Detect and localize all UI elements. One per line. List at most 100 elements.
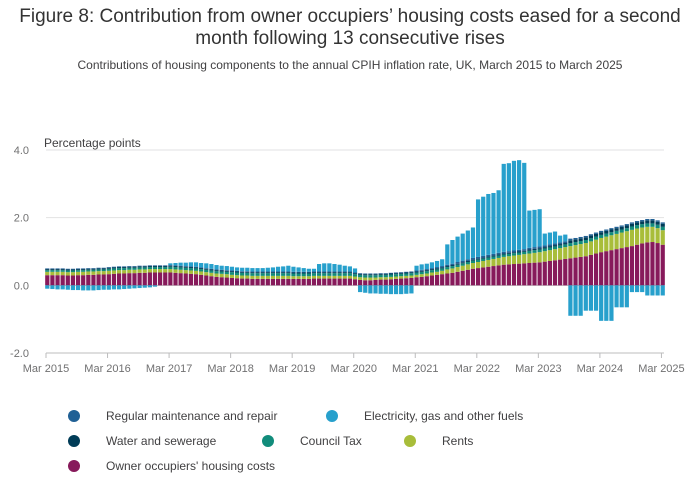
bar-segment — [168, 265, 173, 267]
legend-item[interactable]: Electricity, gas and other fuels — [326, 409, 523, 423]
x-tick-label: Mar 2018 — [207, 363, 253, 375]
bar-segment — [491, 258, 496, 267]
bar-segment — [624, 228, 629, 232]
bar-segment — [70, 285, 76, 291]
bar-segment — [96, 268, 101, 270]
bar-segment — [224, 274, 229, 278]
bar-segment — [347, 278, 352, 286]
bar-segment — [378, 285, 383, 294]
bar-segment — [81, 268, 86, 270]
bar-segment — [60, 268, 65, 270]
bar-segment — [358, 277, 363, 280]
bar-segment — [183, 262, 188, 267]
bar-segment — [593, 233, 599, 237]
bar-segment — [65, 269, 70, 271]
bar-segment — [655, 221, 660, 225]
bar-segment — [116, 267, 122, 269]
bar-segment — [96, 267, 101, 269]
bar-segment — [399, 272, 404, 274]
bar-segment — [481, 255, 486, 258]
bar-segment — [358, 274, 363, 278]
bar-segment — [650, 223, 655, 227]
bar-segment — [240, 278, 245, 286]
bar-segment — [496, 252, 501, 255]
bar-segment — [204, 275, 209, 286]
bar-segment — [199, 269, 204, 272]
bar-segment — [70, 268, 76, 270]
bar-segment — [583, 285, 588, 311]
bar-segment — [388, 285, 394, 295]
bar-segment — [573, 237, 578, 240]
bar-segment — [116, 270, 122, 274]
bar-segment — [537, 252, 542, 263]
bar-segment — [224, 270, 229, 271]
bar-segment — [481, 260, 486, 268]
bar-segment — [552, 245, 558, 247]
bar-segment — [275, 266, 281, 272]
bar-segment — [409, 273, 414, 276]
bar-segment — [147, 267, 152, 270]
bar-segment — [393, 278, 399, 286]
bar-segment — [460, 265, 465, 271]
bar-segment — [501, 163, 506, 252]
bar-segment — [301, 273, 306, 277]
bar-segment — [614, 233, 619, 250]
bar-segment — [152, 267, 158, 270]
legend-item[interactable]: Water and sewerage — [68, 434, 216, 448]
legend-item[interactable]: Owner occupiers' housing costs — [68, 459, 275, 473]
bar-segment — [301, 272, 306, 274]
bar-segment — [470, 257, 476, 260]
bar-segment — [152, 285, 158, 287]
bar-segment — [558, 244, 563, 246]
bar-segment — [342, 272, 347, 274]
bar-segment — [137, 265, 142, 267]
bar-segment — [373, 275, 378, 278]
bar-segment — [178, 273, 183, 286]
bar-segment — [270, 278, 276, 286]
bar-segment — [378, 277, 383, 280]
bar-segment — [204, 263, 209, 269]
bar-segment — [265, 278, 270, 286]
bar-segment — [440, 259, 445, 267]
bar-segment — [537, 248, 542, 250]
bar-segment — [45, 270, 50, 272]
bar-segment — [460, 260, 465, 263]
bar-segment — [599, 234, 604, 238]
legend-item[interactable]: Council Tax — [262, 434, 362, 448]
bar-segment — [511, 253, 517, 256]
bar-segment — [517, 249, 522, 252]
bar-segment — [214, 265, 219, 270]
legend-label: Owner occupiers' housing costs — [106, 459, 276, 473]
bar-segment — [399, 278, 404, 286]
bar-segment — [434, 260, 440, 268]
bar-segment — [434, 271, 440, 275]
bar-segment — [383, 274, 388, 278]
bar-segment — [81, 271, 86, 276]
bar-segment — [70, 269, 76, 271]
bar-segment — [106, 267, 111, 268]
bar-segment — [286, 265, 291, 272]
bar-segment — [578, 285, 583, 316]
legend-item[interactable]: Rents — [404, 434, 473, 448]
bar-segment — [250, 271, 255, 273]
bar-segment — [347, 271, 352, 273]
bar-segment — [291, 278, 296, 286]
bar-segment — [368, 280, 373, 286]
bar-segment — [286, 275, 291, 279]
bar-segment — [60, 270, 65, 272]
legend-item[interactable]: Regular maintenance and repair — [68, 409, 277, 423]
bar-segment — [240, 271, 245, 273]
bar-segment — [86, 268, 91, 269]
bar-segment — [301, 278, 306, 286]
bar-segment — [414, 271, 419, 273]
bar-segment — [511, 250, 517, 253]
bar-segment — [219, 277, 224, 286]
bar-segment — [229, 272, 235, 275]
bar-segment — [122, 266, 127, 268]
bar-segment — [409, 272, 414, 274]
bar-segment — [86, 271, 91, 275]
bar-segment — [506, 251, 511, 253]
bar-segment — [116, 285, 122, 290]
legend-swatch — [262, 435, 274, 447]
bar-segment — [609, 285, 614, 321]
